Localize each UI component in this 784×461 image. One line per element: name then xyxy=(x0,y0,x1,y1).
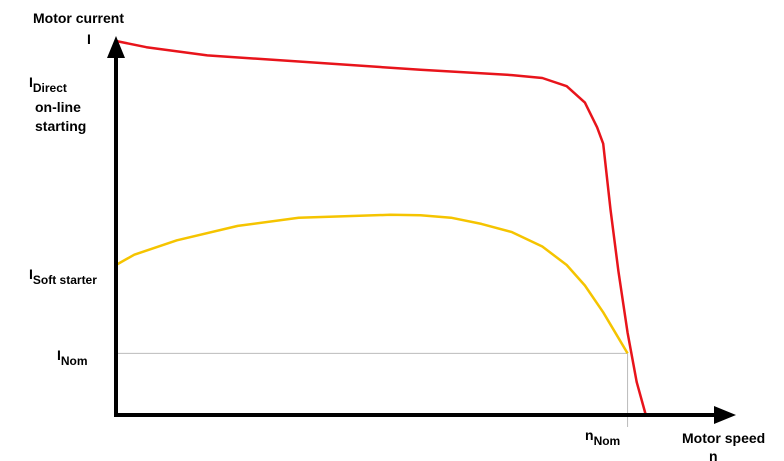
x-axis-title: Motor speed xyxy=(682,430,765,446)
direct-online-current-curve xyxy=(115,39,648,416)
nominal-speed-marker: nNom xyxy=(585,427,620,448)
direct-current-marker-line-1: on-line xyxy=(35,99,81,115)
x-axis-arrow xyxy=(714,406,736,424)
nominal-current-marker: INom xyxy=(57,347,88,368)
direct-current-marker: IDirect xyxy=(29,74,67,95)
x-axis-symbol: n xyxy=(709,448,718,461)
soft-starter-current-marker: ISoft starter xyxy=(29,266,97,287)
soft-starter-current-curve xyxy=(115,213,629,355)
y-axis-title: Motor current xyxy=(33,10,124,26)
y-axis-symbol: I xyxy=(87,31,91,47)
direct-current-marker-line-2: starting xyxy=(35,118,86,134)
y-axis-arrow xyxy=(107,36,125,58)
